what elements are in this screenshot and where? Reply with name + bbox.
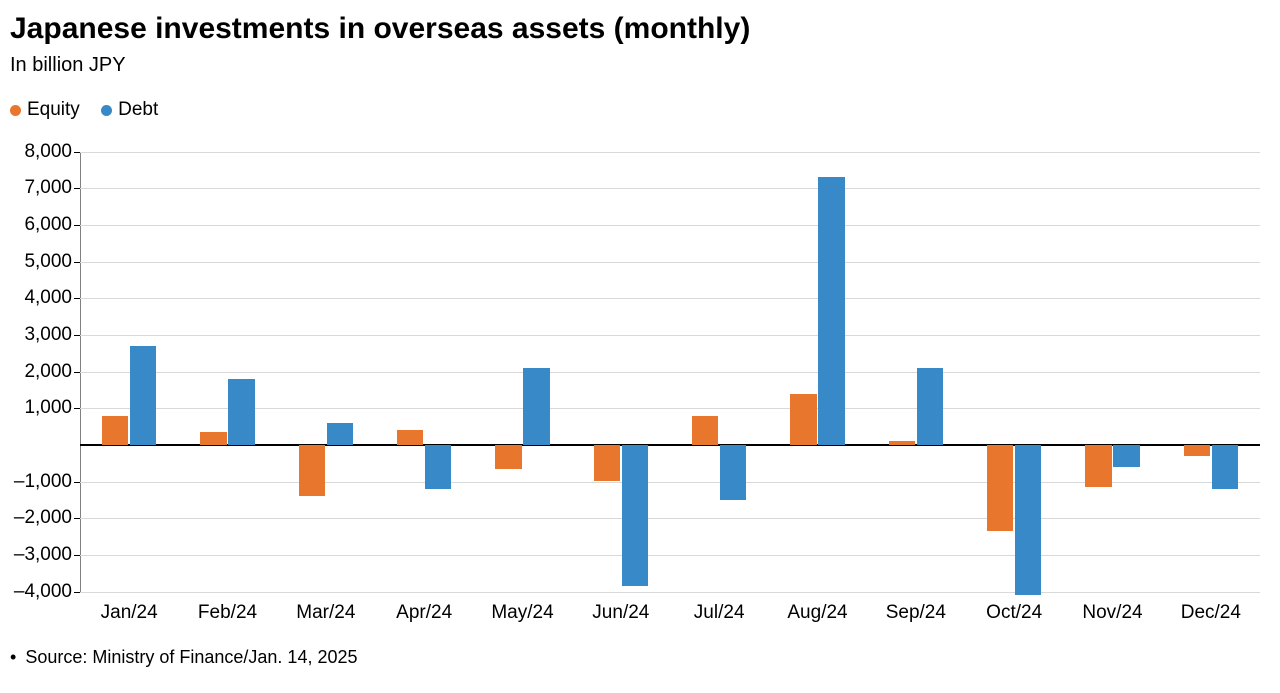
- chart-subtitle: In billion JPY: [10, 54, 1260, 77]
- gridline: [80, 408, 1260, 409]
- y-axis: 8,0007,0006,0005,0004,0003,0002,0001,000…: [10, 152, 80, 592]
- legend-label-debt: Debt: [118, 99, 158, 121]
- y-tick-mark: [74, 298, 80, 299]
- bar-debt: [425, 445, 451, 489]
- y-tick-mark: [74, 408, 80, 409]
- y-tick-label: 3,000: [24, 324, 72, 346]
- bar-debt: [1113, 445, 1139, 467]
- y-tick-label: –1,000: [14, 471, 72, 493]
- x-tick-label: Dec/24: [1181, 602, 1241, 624]
- bar-equity: [1085, 445, 1111, 487]
- bar-debt: [720, 445, 746, 500]
- bar-equity: [1184, 445, 1210, 456]
- y-tick-mark: [74, 188, 80, 189]
- legend: Equity Debt: [10, 99, 1260, 122]
- x-tick-label: Oct/24: [986, 602, 1042, 624]
- y-tick-mark: [74, 225, 80, 226]
- gridline: [80, 152, 1260, 153]
- y-tick-label: –4,000: [14, 581, 72, 603]
- gridline: [80, 225, 1260, 226]
- legend-item-equity: Equity: [10, 99, 80, 121]
- y-tick-label: 8,000: [24, 141, 72, 163]
- x-tick-label: Jun/24: [592, 602, 649, 624]
- source-line: • Source: Ministry of Finance/Jan. 14, 2…: [10, 647, 1260, 668]
- x-tick-label: Aug/24: [787, 602, 847, 624]
- y-tick-mark: [74, 262, 80, 263]
- x-tick-label: Feb/24: [198, 602, 257, 624]
- bar-equity: [102, 416, 128, 445]
- gridline: [80, 555, 1260, 556]
- y-tick-mark: [74, 555, 80, 556]
- gridline: [80, 335, 1260, 336]
- gridline: [80, 298, 1260, 299]
- bar-debt: [917, 368, 943, 445]
- bar-equity: [790, 394, 816, 445]
- y-tick-mark: [74, 592, 80, 593]
- gridline: [80, 372, 1260, 373]
- bar-equity: [889, 441, 915, 445]
- bar-debt: [1015, 445, 1041, 595]
- bullet-icon: •: [10, 647, 16, 667]
- gridline: [80, 518, 1260, 519]
- chart-container: Japanese investments in overseas assets …: [0, 0, 1280, 693]
- plot-area: [80, 152, 1260, 592]
- legend-item-debt: Debt: [101, 99, 158, 121]
- bar-debt: [1212, 445, 1238, 489]
- y-tick-label: 5,000: [24, 251, 72, 273]
- legend-dot-equity: [10, 105, 21, 116]
- chart-plot-wrap: 8,0007,0006,0005,0004,0003,0002,0001,000…: [10, 152, 1260, 592]
- y-tick-mark: [74, 482, 80, 483]
- gridline: [80, 188, 1260, 189]
- legend-dot-debt: [101, 105, 112, 116]
- x-tick-label: Apr/24: [396, 602, 452, 624]
- bar-debt: [622, 445, 648, 586]
- x-tick-label: Jul/24: [694, 602, 745, 624]
- x-tick-label: Sep/24: [886, 602, 946, 624]
- bar-debt: [228, 379, 254, 445]
- chart-title: Japanese investments in overseas assets …: [10, 12, 1260, 46]
- y-tick-label: 7,000: [24, 177, 72, 199]
- gridline: [80, 592, 1260, 593]
- x-tick-label: Jan/24: [101, 602, 158, 624]
- y-tick-label: 1,000: [24, 397, 72, 419]
- y-tick-mark: [74, 335, 80, 336]
- bar-equity: [692, 416, 718, 445]
- y-tick-mark: [74, 152, 80, 153]
- bar-debt: [130, 346, 156, 445]
- x-tick-label: Nov/24: [1082, 602, 1142, 624]
- bar-equity: [299, 445, 325, 496]
- zero-line: [80, 444, 1260, 446]
- y-tick-mark: [74, 372, 80, 373]
- source-text: Source: Ministry of Finance/Jan. 14, 202…: [25, 647, 357, 667]
- bar-equity: [594, 445, 620, 482]
- bar-equity: [987, 445, 1013, 531]
- bar-debt: [523, 368, 549, 445]
- bar-debt: [327, 423, 353, 445]
- y-tick-label: –2,000: [14, 507, 72, 529]
- x-tick-label: May/24: [491, 602, 553, 624]
- legend-label-equity: Equity: [27, 99, 80, 121]
- gridline: [80, 262, 1260, 263]
- x-axis-labels: Jan/24 Feb/24 Mar/24 Apr/24 May/24 Jun/24 Jul/…: [80, 602, 1260, 632]
- bar-debt: [818, 177, 844, 445]
- y-tick-label: –3,000: [14, 544, 72, 566]
- y-tick-label: 6,000: [24, 214, 72, 236]
- gridline: [80, 482, 1260, 483]
- y-tick-mark: [74, 518, 80, 519]
- bar-equity: [495, 445, 521, 469]
- bar-equity: [200, 432, 226, 445]
- y-tick-label: 4,000: [24, 287, 72, 309]
- x-tick-label: Mar/24: [296, 602, 355, 624]
- bar-equity: [397, 430, 423, 445]
- y-tick-label: 2,000: [24, 361, 72, 383]
